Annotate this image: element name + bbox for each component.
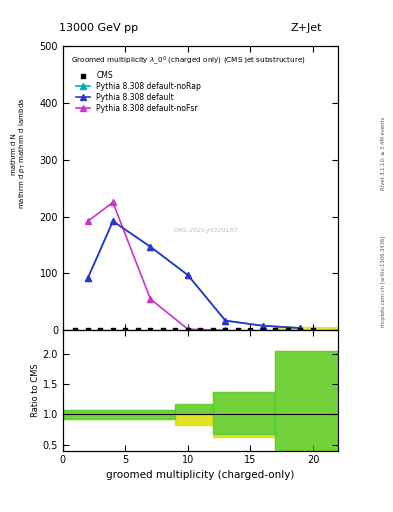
CMS bbox=[210, 326, 216, 334]
CMS bbox=[247, 326, 253, 334]
Text: Z+Jet: Z+Jet bbox=[291, 23, 322, 33]
CMS bbox=[235, 326, 241, 334]
CMS bbox=[310, 326, 316, 334]
Pythia 8.308 default-noRap bbox=[223, 317, 228, 324]
Pythia 8.308 default-noFsr bbox=[148, 296, 153, 302]
Text: 13000 GeV pp: 13000 GeV pp bbox=[59, 23, 138, 33]
Text: mcplots.cern.ch [arXiv:1306.3436]: mcplots.cern.ch [arXiv:1306.3436] bbox=[381, 236, 386, 327]
Legend: CMS, Pythia 8.308 default-noRap, Pythia 8.308 default, Pythia 8.308 default-noFs: CMS, Pythia 8.308 default-noRap, Pythia … bbox=[75, 70, 203, 115]
CMS bbox=[285, 326, 291, 334]
Text: Groomed multiplicity $\lambda\_0^0$ (charged only) (CMS jet substructure): Groomed multiplicity $\lambda\_0^0$ (cha… bbox=[71, 55, 306, 68]
CMS bbox=[298, 326, 304, 334]
CMS bbox=[172, 326, 178, 334]
CMS bbox=[222, 326, 229, 334]
CMS bbox=[272, 326, 279, 334]
CMS bbox=[97, 326, 103, 334]
Pythia 8.308 default bbox=[298, 325, 303, 331]
CMS bbox=[197, 326, 204, 334]
CMS bbox=[72, 326, 79, 334]
Bar bbox=[275, 328, 338, 330]
CMS bbox=[185, 326, 191, 334]
CMS bbox=[135, 326, 141, 334]
Pythia 8.308 default-noRap bbox=[185, 272, 190, 278]
Pythia 8.308 default-noRap bbox=[261, 323, 265, 329]
Pythia 8.308 default bbox=[110, 218, 115, 224]
X-axis label: groomed multiplicity (charged-only): groomed multiplicity (charged-only) bbox=[106, 470, 295, 480]
CMS bbox=[260, 326, 266, 334]
Pythia 8.308 default bbox=[223, 317, 228, 324]
Pythia 8.308 default-noFsr bbox=[86, 218, 90, 224]
Pythia 8.308 default-noRap bbox=[86, 275, 90, 281]
Text: CMS-2021-JA320187: CMS-2021-JA320187 bbox=[174, 228, 238, 233]
Line: Pythia 8.308 default-noFsr: Pythia 8.308 default-noFsr bbox=[84, 199, 229, 334]
Line: Pythia 8.308 default: Pythia 8.308 default bbox=[84, 218, 304, 331]
Pythia 8.308 default-noFsr bbox=[110, 199, 115, 205]
CMS bbox=[160, 326, 166, 334]
CMS bbox=[85, 326, 91, 334]
Pythia 8.308 default bbox=[261, 323, 265, 329]
CMS bbox=[122, 326, 129, 334]
Pythia 8.308 default-noRap bbox=[148, 244, 153, 250]
Y-axis label: Ratio to CMS: Ratio to CMS bbox=[31, 364, 40, 417]
Pythia 8.308 default-noFsr bbox=[223, 327, 228, 333]
Line: Pythia 8.308 default-noRap: Pythia 8.308 default-noRap bbox=[84, 218, 304, 331]
Pythia 8.308 default-noRap bbox=[110, 218, 115, 224]
Pythia 8.308 default-noFsr bbox=[185, 326, 190, 332]
CMS bbox=[110, 326, 116, 334]
Pythia 8.308 default-noRap bbox=[298, 325, 303, 331]
Pythia 8.308 default bbox=[86, 275, 90, 281]
Pythia 8.308 default bbox=[148, 244, 153, 250]
Text: Rivet 3.1.10, ≥ 3.4M events: Rivet 3.1.10, ≥ 3.4M events bbox=[381, 117, 386, 190]
Pythia 8.308 default bbox=[185, 272, 190, 278]
Text: mathrm d N
mathrm d $p_T$ mathrm d lambda: mathrm d N mathrm d $p_T$ mathrm d lambd… bbox=[11, 98, 28, 209]
CMS bbox=[147, 326, 154, 334]
